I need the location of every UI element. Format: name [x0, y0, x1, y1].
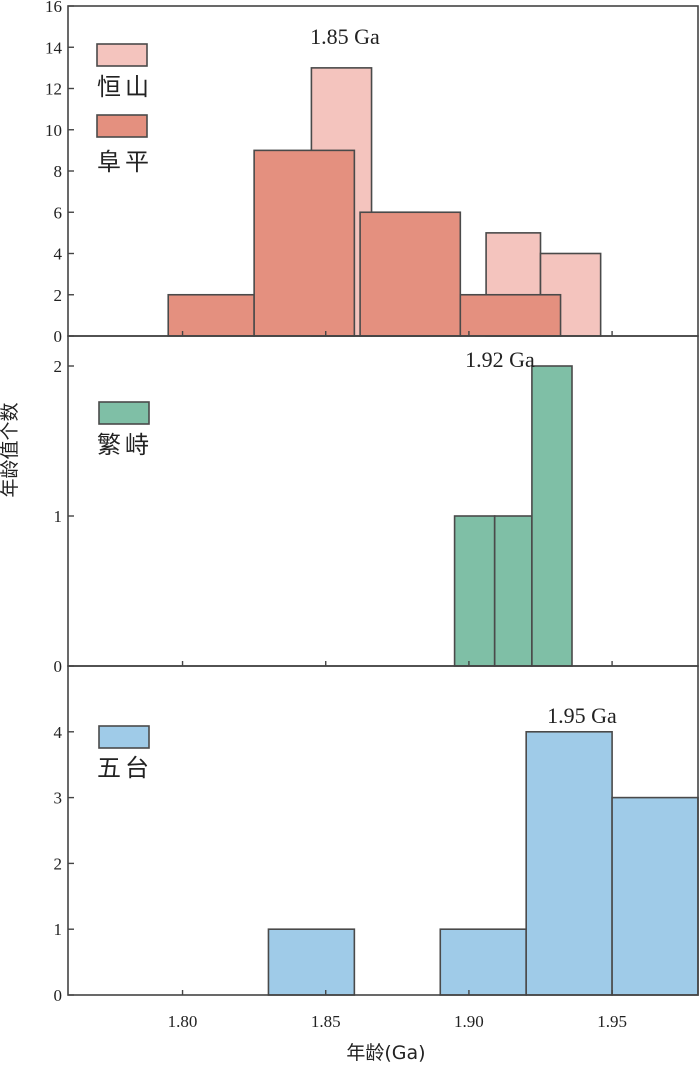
y-tick-label-middle-2: 2 [54, 357, 63, 376]
bar-middle-s0-1 [493, 515, 533, 667]
y-axis-title: 年龄值个数 [0, 402, 21, 497]
frame-layer [67, 5, 699, 996]
y-tick-label-top-1: 2 [54, 286, 63, 305]
y-tick-label-top-3: 6 [54, 203, 63, 222]
x-tick-label-1: 1.85 [311, 1012, 341, 1031]
bar-top-s1-2 [359, 211, 462, 337]
y-tick-label-top-7: 14 [45, 38, 63, 57]
bar-top-s1-0 [167, 293, 255, 337]
bar-bottom-s0-2 [525, 730, 613, 996]
peak-label-middle: 1.92 Ga [465, 347, 535, 372]
y-tick-label-bottom-4: 4 [54, 723, 63, 742]
y-tick-label-bottom-0: 0 [54, 986, 63, 1005]
legend-label-bottom-0: 五台 [97, 754, 153, 782]
bar-bottom-s0-1 [439, 928, 527, 996]
legend-swatch-top-0 [96, 43, 148, 67]
x-axis-title: 年龄(Ga) [346, 1042, 425, 1064]
bar-bottom-s0-0 [267, 928, 356, 996]
bar-middle-s0-0 [453, 515, 496, 667]
legend-swatch-top-1 [96, 114, 148, 138]
y-tick-label-middle-1: 1 [54, 507, 63, 526]
panel-frame-middle [67, 335, 699, 667]
x-tick-label-2: 1.90 [454, 1012, 484, 1031]
y-tick-label-top-8: 16 [45, 0, 62, 16]
y-tick-label-top-0: 0 [54, 327, 63, 346]
y-tick-label-top-2: 4 [54, 245, 63, 264]
legend-label-top-1: 阜平 [97, 148, 153, 176]
x-tick-label-0: 1.80 [168, 1012, 198, 1031]
peak-label-top: 1.85 Ga [310, 24, 380, 49]
legend-label-top-0: 恒山 [97, 73, 153, 101]
y-tick-label-bottom-3: 3 [54, 789, 63, 808]
legend-swatch-bottom-0 [98, 725, 150, 749]
peak-label-bottom: 1.95 Ga [547, 703, 617, 728]
bar-middle-s0-2 [531, 365, 573, 667]
bar-top-s1-1 [253, 149, 356, 337]
y-tick-label-top-4: 8 [54, 162, 63, 181]
bar-bottom-s0-3 [611, 796, 699, 996]
y-tick-label-top-6: 12 [45, 80, 62, 99]
y-tick-label-middle-0: 0 [54, 657, 63, 676]
x-tick-label-3: 1.95 [597, 1012, 627, 1031]
y-tick-label-top-5: 10 [45, 121, 62, 140]
y-tick-label-bottom-1: 1 [54, 920, 63, 939]
bars-layer [167, 67, 699, 996]
y-tick-label-bottom-2: 2 [54, 854, 63, 873]
legend-swatch-middle-0 [98, 401, 150, 425]
bar-top-s1-3 [459, 293, 562, 337]
panel-frame-bottom [67, 665, 699, 996]
legend-label-middle-0: 繁峙 [97, 431, 153, 459]
